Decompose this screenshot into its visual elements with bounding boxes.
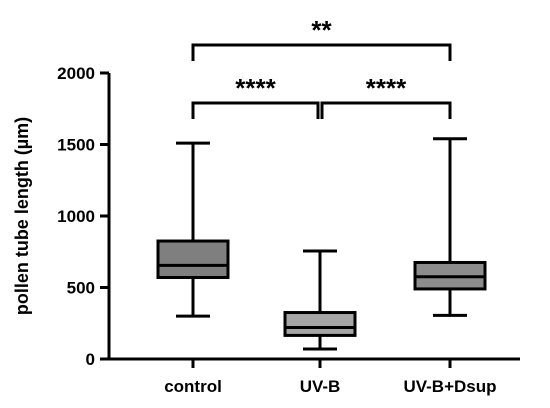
y-tick-label: 1000 <box>57 207 95 226</box>
y-tick-label: 1500 <box>57 136 95 155</box>
x-tick-label: UV-B <box>300 377 341 396</box>
bracket-line <box>191 43 452 61</box>
box-iqr <box>283 311 357 337</box>
significance-label: **** <box>235 73 276 103</box>
significance-label: **** <box>366 73 407 103</box>
y-tick-label: 2000 <box>57 64 95 83</box>
axes: 0 500 1000 1500 2000 control UV-B UV-B+Dsup <box>57 64 520 396</box>
x-tick-label: UV-B+Dsup <box>403 377 496 396</box>
bracket-2: **** <box>320 73 452 119</box>
x-tick-label: control <box>164 377 222 396</box>
bracket-3: ** <box>191 15 452 61</box>
bracket-line <box>320 101 452 119</box>
y-tick-label: 500 <box>67 279 95 298</box>
box-uv-b <box>283 249 357 351</box>
box-control <box>156 141 230 318</box>
bracket-line <box>191 101 320 119</box>
bracket-1: **** <box>191 73 320 119</box>
box-plots <box>156 137 487 351</box>
significance-label: ** <box>311 15 332 45</box>
y-tick-label: 0 <box>86 350 95 369</box>
box-iqr <box>156 239 230 279</box>
box-uv-b-dsup <box>413 137 487 317</box>
y-axis-label: pollen tube length (µm) <box>12 117 32 315</box>
significance-brackets: **** ****** <box>191 15 452 119</box>
